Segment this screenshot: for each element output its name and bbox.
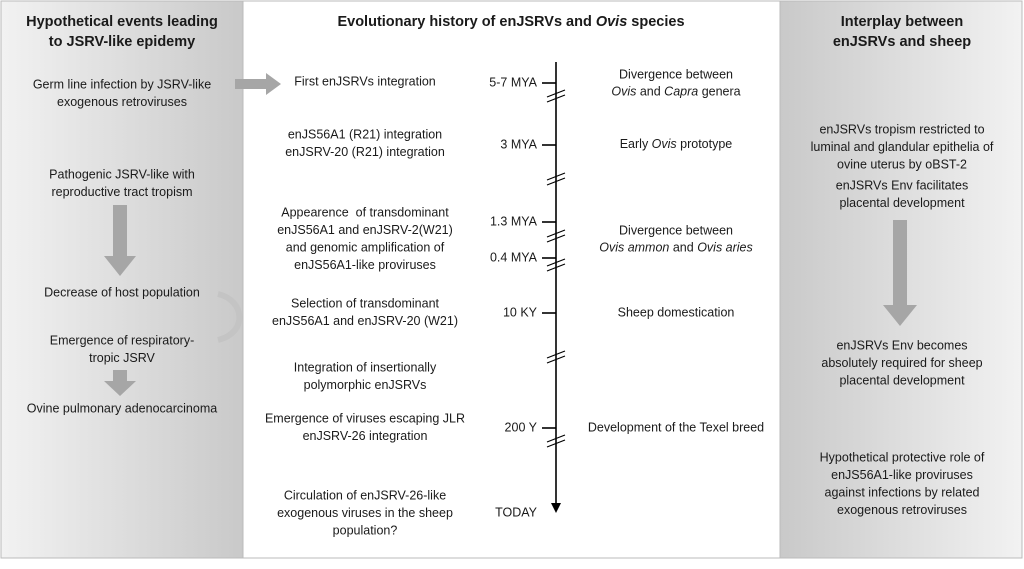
time-label: TODAY <box>495 505 538 519</box>
event-text: Emergence of respiratory- <box>50 333 195 347</box>
italic-run: Ovis <box>596 14 627 30</box>
interplay-text: exogenous retroviruses <box>837 503 967 517</box>
text-run: genera <box>698 85 740 99</box>
time-label: 5-7 MYA <box>489 75 537 89</box>
time-label: 1.3 MYA <box>490 214 538 228</box>
interplay-text: enJS56A1-like proviruses <box>831 468 973 482</box>
event-text: exogenous viruses in the sheep <box>277 506 453 520</box>
interplay-text: luminal and glandular epithelia of <box>811 140 994 154</box>
interplay-text: Hypothetical protective role of <box>820 450 985 464</box>
event-text: population? <box>333 523 398 537</box>
event-text: Pathogenic JSRV-like with <box>49 167 195 181</box>
time-label: 0.4 MYA <box>490 250 538 264</box>
arrow <box>235 73 281 95</box>
interplay-text: enJSRVs Env becomes <box>836 338 967 352</box>
species-text: Ovis ammon and Ovis aries <box>599 241 753 255</box>
event-text: Emergence of viruses escaping JLR <box>265 411 465 425</box>
event-text: Ovine pulmonary adenocarcinoma <box>27 401 217 415</box>
time-label: 3 MYA <box>500 137 537 151</box>
event-text: exogenous retroviruses <box>57 95 187 109</box>
time-label: 10 KY <box>503 305 538 319</box>
interplay-text: against infections by related <box>825 485 980 499</box>
interplay-text: absolutely required for sheep <box>821 356 982 370</box>
event-text: enJSRV-20 (R21) integration <box>285 145 445 159</box>
event-text: reproductive tract tropism <box>51 185 192 199</box>
event-text: Integration of insertionally <box>294 360 437 374</box>
text-run: Evolutionary history of enJSRVs and <box>337 14 595 30</box>
text-run: Early <box>620 137 652 151</box>
italic-run: Ovis <box>652 137 677 151</box>
italic-run: Ovis <box>611 85 636 99</box>
event-text: enJS56A1 (R21) integration <box>288 127 442 141</box>
arrow <box>104 205 136 276</box>
species-text: Sheep domestication <box>618 305 735 319</box>
text-run: species <box>627 14 684 30</box>
event-text: Appearence of transdominant <box>281 205 449 219</box>
interplay-text: ovine uterus by oBST-2 <box>837 157 967 171</box>
arrow <box>104 370 136 396</box>
event-text: Circulation of enJSRV-26-like <box>284 488 446 502</box>
event-text: Selection of transdominant <box>291 296 440 310</box>
time-label: 200 Y <box>505 420 538 434</box>
event-text: enJS56A1 and enJSRV-2(W21) <box>277 223 453 237</box>
text-run: prototype <box>677 137 733 151</box>
italic-run: Capra <box>664 85 698 99</box>
timeline-breaks <box>546 89 566 448</box>
interplay-text: placental development <box>839 196 965 210</box>
panel-title: to JSRV-like epidemy <box>49 34 195 50</box>
event-text: polymorphic enJSRVs <box>304 378 427 392</box>
event-text: and genomic amplification of <box>286 240 445 254</box>
event-text: Germ line infection by JSRV-like <box>33 77 211 91</box>
text-run: and <box>636 85 664 99</box>
species-text: Ovis and Capra genera <box>611 85 740 99</box>
interplay-text: placental development <box>839 373 965 387</box>
panel-title: Evolutionary history of enJSRVs and Ovis… <box>337 14 684 30</box>
event-text: enJS56A1 and enJSRV-20 (W21) <box>272 314 458 328</box>
interplay-text: enJSRVs tropism restricted to <box>819 122 984 136</box>
event-text: enJS56A1-like proviruses <box>294 258 436 272</box>
center-panel <box>242 0 781 559</box>
interplay-text: enJSRVs Env facilitates <box>836 178 968 192</box>
arrow <box>883 220 917 326</box>
italic-run: Ovis ammon <box>599 241 669 255</box>
species-text: Divergence between <box>619 67 733 81</box>
timeline-arrowhead <box>551 503 561 513</box>
text-run: and <box>669 241 697 255</box>
panel-title: Interplay between <box>841 14 963 30</box>
event-text: enJSRV-26 integration <box>303 429 428 443</box>
panel-title: Hypothetical events leading <box>26 14 218 30</box>
species-text: Divergence between <box>619 223 733 237</box>
species-text: Early Ovis prototype <box>620 137 733 151</box>
curved-arrow <box>217 291 243 343</box>
event-text: tropic JSRV <box>89 351 155 365</box>
event-text: Decrease of host population <box>44 285 200 299</box>
species-text: Development of the Texel breed <box>588 420 764 434</box>
italic-run: Ovis aries <box>697 241 753 255</box>
panel-title: enJSRVs and sheep <box>833 34 971 50</box>
event-text: First enJSRVs integration <box>294 74 436 88</box>
left-panel <box>0 0 244 559</box>
